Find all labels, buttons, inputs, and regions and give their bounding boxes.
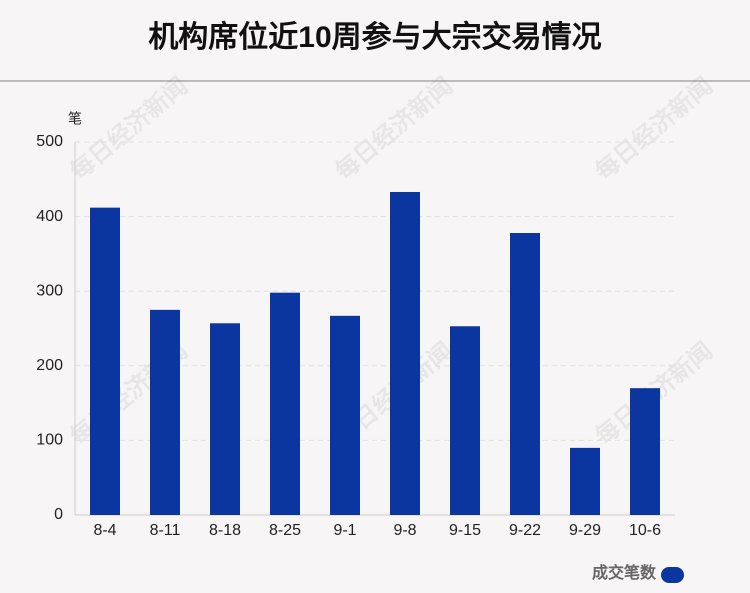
y-tick-label: 400: [36, 208, 63, 225]
legend-swatch: [661, 567, 684, 583]
x-tick-label: 8-18: [209, 522, 241, 539]
bar: [150, 309, 180, 515]
x-tick-label: 9-8: [393, 522, 416, 539]
bar: [210, 323, 240, 515]
legend-label: 成交笔数: [592, 563, 657, 582]
bar: [510, 233, 540, 515]
chart-title: 机构席位近10周参与大宗交易情况: [148, 20, 601, 54]
x-tick-label: 8-11: [150, 522, 181, 539]
bar: [330, 315, 360, 515]
bar: [630, 388, 660, 515]
x-tick-label: 9-29: [569, 522, 601, 539]
x-tick-label: 8-25: [269, 522, 301, 539]
bar: [270, 292, 300, 515]
bar: [90, 207, 120, 515]
x-tick-label: 9-1: [333, 522, 356, 539]
y-tick-label: 500: [36, 133, 63, 150]
y-tick-label: 200: [36, 357, 63, 374]
bar: [450, 326, 480, 515]
y-tick-label: 100: [36, 432, 63, 449]
bar: [570, 447, 600, 515]
x-tick-label: 10-6: [629, 522, 661, 539]
y-tick-label: 0: [54, 506, 63, 523]
x-tick-label: 8-4: [93, 522, 116, 539]
x-tick-label: 9-15: [449, 522, 481, 539]
bar: [390, 191, 420, 515]
y-unit: 笔: [68, 111, 82, 127]
x-tick-label: 9-22: [509, 522, 541, 539]
y-tick-label: 300: [36, 282, 63, 299]
